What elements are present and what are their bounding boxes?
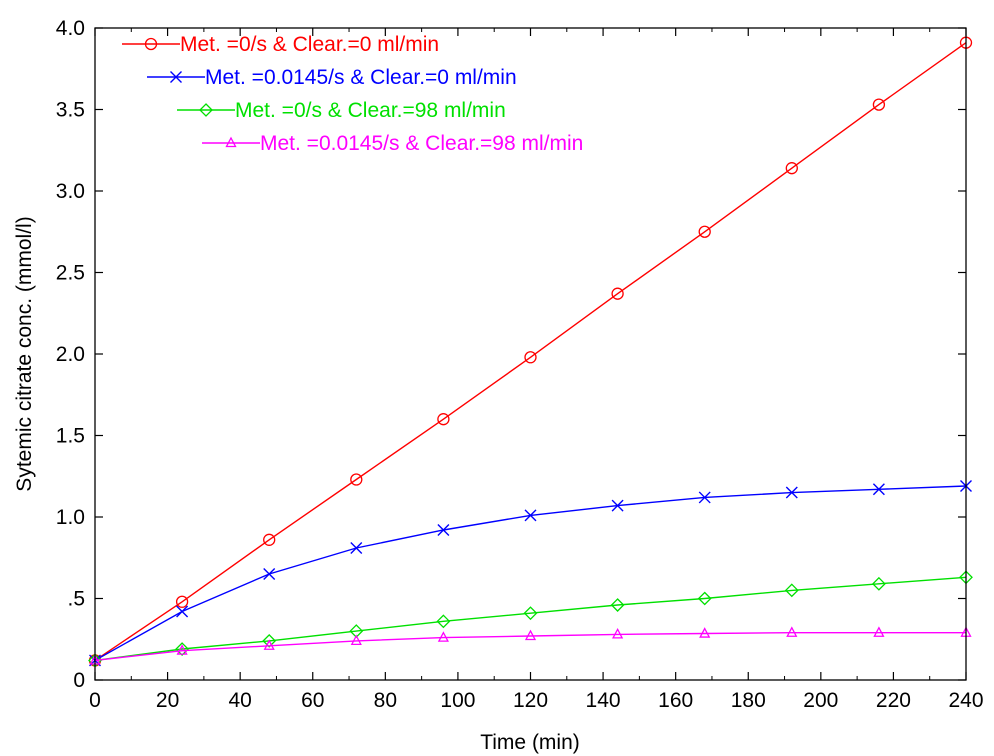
x-tick-label: 180 xyxy=(731,689,766,712)
data-point-series-2 xyxy=(263,568,276,581)
legend-marker-4 xyxy=(225,136,237,148)
y-tick-label: 2.5 xyxy=(56,262,85,285)
data-point-series-4 xyxy=(524,629,537,641)
data-point-series-2 xyxy=(872,483,885,496)
data-point-series-1 xyxy=(524,351,537,364)
series-line-1 xyxy=(94,42,967,661)
data-point-series-4 xyxy=(612,627,624,639)
data-point-series-4 xyxy=(350,634,362,646)
legend-marker-1 xyxy=(144,37,158,51)
axes-layer: 0 20 40 60 80 100 120 140 160 180 200 220 240 0 .5 1.0 1… xyxy=(56,17,984,712)
series-line-4 xyxy=(94,632,966,662)
y-tick-label: 2.0 xyxy=(56,343,85,366)
legend-label-4: Met. =0.0145/s & Clear.=98 ml/min xyxy=(260,132,583,155)
x-tick-label: 20 xyxy=(156,689,179,712)
y-axis-label: Sytemic citrate conc. (mmol/l) xyxy=(13,216,36,491)
x-tick-label: 100 xyxy=(440,689,475,712)
y-tick-label: .5 xyxy=(67,588,85,611)
y-tick-label: 0 xyxy=(73,669,85,692)
data-point-series-4 xyxy=(873,626,885,637)
data-point-series-1 xyxy=(872,98,886,111)
data-point-series-1 xyxy=(350,473,363,486)
data-point-series-3 xyxy=(784,583,799,598)
data-point-series-3 xyxy=(436,614,451,629)
data-point-series-1 xyxy=(698,225,711,238)
y-tick-label: 1.5 xyxy=(56,425,85,448)
data-point-series-3 xyxy=(697,591,712,606)
data-point-series-4 xyxy=(786,626,798,637)
data-point-series-3 xyxy=(871,576,886,591)
x-tick-label: 120 xyxy=(513,689,548,712)
y-tick-label: 1.0 xyxy=(56,506,85,529)
x-tick-label: 0 xyxy=(89,689,101,712)
data-point-series-2 xyxy=(698,491,711,504)
data-point-series-4 xyxy=(263,639,275,650)
x-tick-label: 160 xyxy=(658,689,693,712)
data-point-series-3 xyxy=(262,633,277,648)
data-point-series-2 xyxy=(350,541,363,554)
x-tick-label: 60 xyxy=(301,689,324,712)
data-point-series-4 xyxy=(176,644,188,655)
series-line-3 xyxy=(94,576,967,662)
legend-label-1: Met. =0/s & Clear.=0 ml/min xyxy=(180,33,439,56)
data-point-series-1 xyxy=(611,287,624,300)
x-tick-label: 40 xyxy=(228,689,251,712)
series-layer xyxy=(88,36,973,668)
x-tick-label: 240 xyxy=(948,689,983,712)
data-point-series-1 xyxy=(785,162,798,175)
data-point-series-3 xyxy=(523,606,538,621)
legend-marker-3 xyxy=(199,103,213,117)
x-tick-label: 220 xyxy=(876,689,911,712)
y-tick-label: 3.5 xyxy=(56,99,85,122)
x-axis-label: Time (min) xyxy=(480,731,580,754)
data-point-series-3 xyxy=(610,598,625,612)
y-tick-label: 4.0 xyxy=(56,17,85,40)
data-point-series-1 xyxy=(263,533,276,546)
data-point-series-4 xyxy=(699,627,711,638)
x-tick-label: 140 xyxy=(586,689,621,712)
data-point-series-2 xyxy=(524,509,537,522)
data-point-series-1 xyxy=(437,413,450,426)
data-point-series-2 xyxy=(437,524,450,537)
legend-marker-2 xyxy=(170,71,182,83)
data-point-series-2 xyxy=(176,605,189,618)
legend-label-2: Met. =0.0145/s & Clear.=0 ml/min xyxy=(205,66,517,89)
data-point-series-2 xyxy=(785,486,798,499)
data-point-series-2 xyxy=(611,499,624,512)
y-tick-label: 3.0 xyxy=(56,180,85,203)
x-tick-label: 80 xyxy=(374,689,397,712)
legend-label-3: Met. =0/s & Clear.=98 ml/min xyxy=(235,99,506,122)
data-point-series-3 xyxy=(175,642,190,656)
legend: Met. =0/s & Clear.=0 ml/min Met. =0.0145/… xyxy=(122,33,583,155)
data-point-series-1 xyxy=(175,595,189,608)
x-tick-label: 200 xyxy=(803,689,838,712)
data-point-series-4 xyxy=(437,631,449,642)
